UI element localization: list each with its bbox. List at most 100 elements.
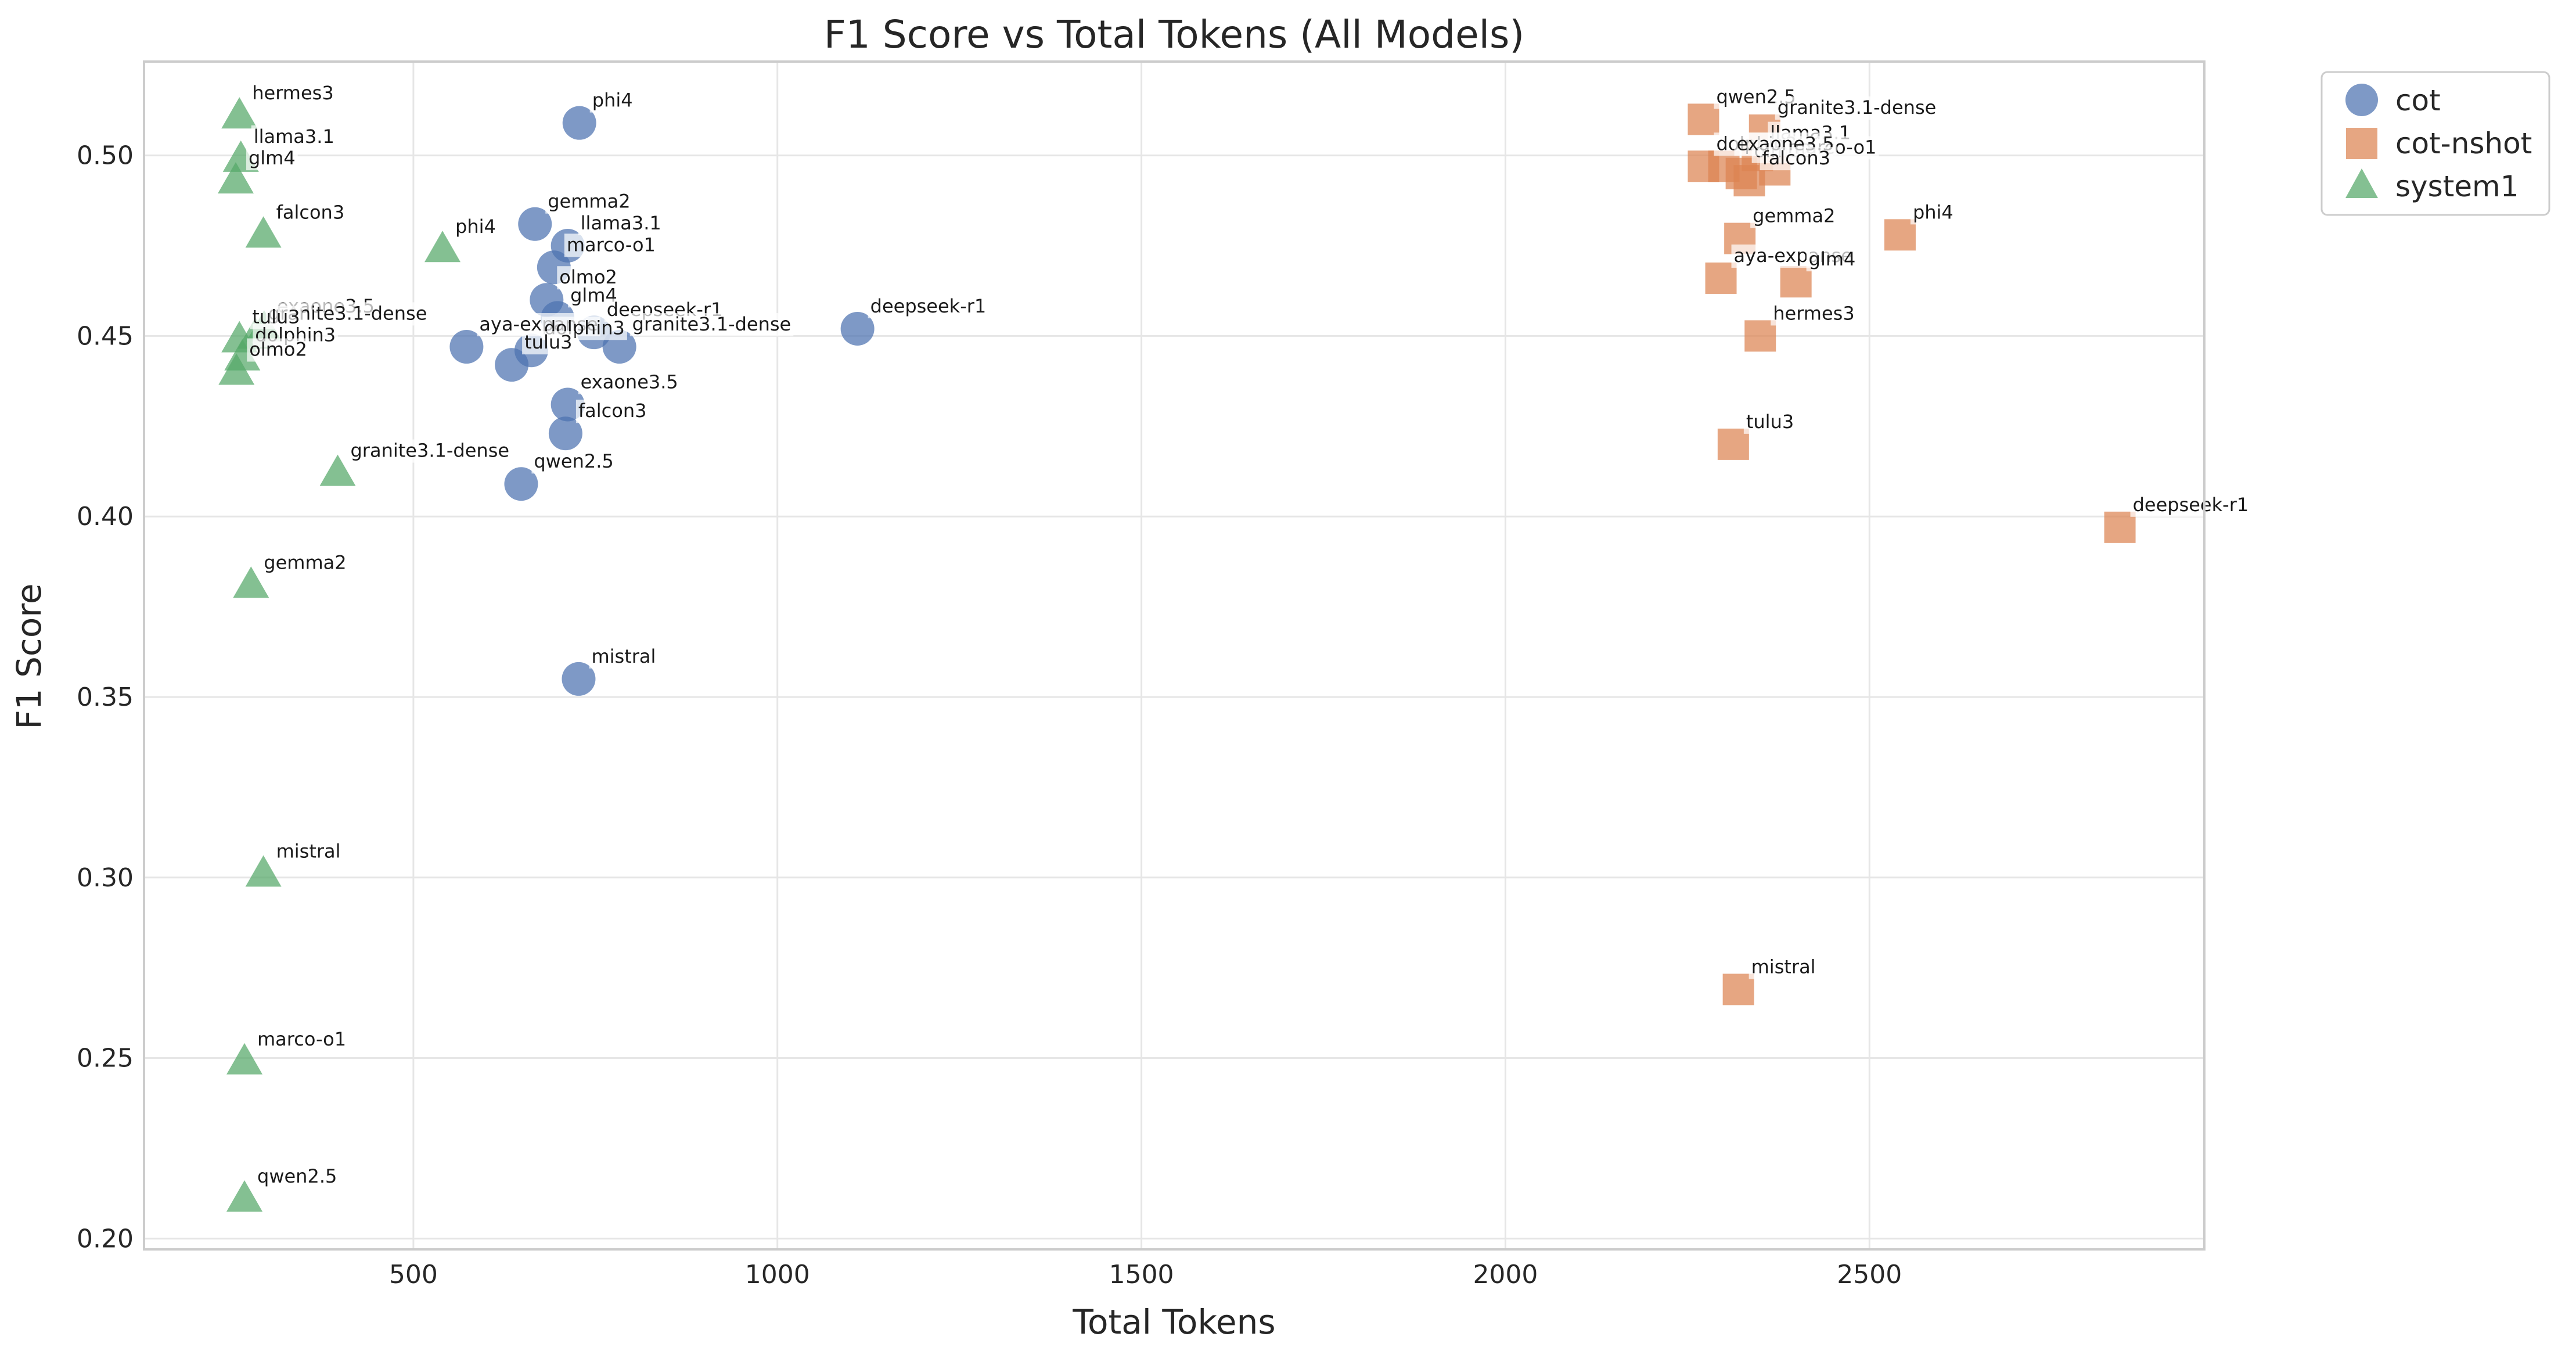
point-cot-falcon3	[548, 416, 582, 451]
x-tick-label: 2000	[1473, 1260, 1538, 1289]
annotation-background	[1910, 201, 1956, 225]
point-cot-phi4	[562, 106, 596, 140]
point-system1-falcon3	[245, 216, 282, 248]
annotation-background	[251, 125, 337, 149]
x-gridlines	[412, 62, 1870, 1249]
annotation-background	[564, 233, 658, 257]
point-system1-hermes3	[221, 97, 258, 129]
y-tick-label: 0.25	[77, 1044, 134, 1073]
annotation-cot-llama3.1: llama3.1	[581, 212, 661, 234]
y-tick-label: 0.40	[77, 502, 134, 531]
annotation-cot-deepseek-r1: deepseek-r1	[870, 295, 987, 317]
plot-frame	[143, 60, 2206, 1251]
x-tick-label: 1500	[1109, 1260, 1174, 1289]
point-cot-mistral	[562, 662, 596, 696]
annotation-background	[589, 89, 635, 113]
annotation-background	[1775, 96, 1939, 120]
annotation-background	[255, 1028, 349, 1051]
annotation-cot-phi4: phi4	[592, 89, 633, 112]
y-tick-label: 0.45	[77, 321, 134, 351]
legend-frame	[2320, 71, 2550, 216]
point-cot-qwen2.5	[504, 467, 538, 501]
point-system1-olmo2	[218, 353, 255, 385]
legend-entry-cot-nshot: cot-nshot	[2346, 127, 2532, 160]
legend: cot cot-nshot system1	[2320, 71, 2550, 216]
annotation-background	[247, 338, 310, 362]
x-tick-label: 2500	[1837, 1260, 1902, 1289]
annotation-system1-mistral: mistral	[276, 840, 341, 863]
point-system1-gemma2	[233, 566, 269, 598]
legend-marker-system1	[2345, 168, 2378, 198]
annotation-background	[1771, 302, 1857, 326]
annotation-cot-exaone3.5: exaone3.5	[581, 371, 678, 393]
annotation-system1-granite3.1-dense: granite3.1-dense	[350, 440, 509, 462]
annotation-cot-tulu3: tulu3	[524, 331, 572, 353]
annotation-background	[1760, 147, 1833, 171]
legend-label-cot: cot	[2395, 84, 2441, 117]
annotation-system1-olmo2: olmo2	[249, 339, 307, 361]
annotation-background	[261, 551, 349, 575]
x-tick-label: 1000	[745, 1260, 810, 1289]
point-cot-aya-expanse	[449, 330, 484, 364]
annotation-cot-nshot-gemma2: gemma2	[1753, 205, 1835, 227]
chart-title: F1 Score vs Total Tokens (All Models)	[824, 12, 1524, 57]
point-system1-qwen2.5	[226, 1180, 263, 1212]
y-tick-label: 0.30	[77, 863, 134, 893]
annotation-background	[578, 371, 681, 394]
annotation-system1-gemma2: gemma2	[264, 551, 346, 573]
x-tick-labels: 500 1000 1500 2000 2500	[389, 1260, 1902, 1289]
y-axis-label: F1 Score	[9, 583, 49, 729]
annotation-background	[1748, 955, 1818, 979]
annotation-background	[274, 201, 347, 225]
point-system1-mistral	[245, 855, 282, 887]
annotation-background	[589, 645, 659, 669]
annotation-background	[2130, 493, 2251, 517]
point-cot-tulu3	[495, 348, 529, 382]
annotation-cot-granite3.1-dense: granite3.1-dense	[632, 313, 791, 335]
annotation-background	[274, 840, 343, 864]
point-cot-deepseek-r1	[840, 311, 875, 346]
legend-entry-cot: cot	[2345, 84, 2441, 117]
legend-marker-cot-nshot	[2346, 128, 2377, 159]
y-tick-labels: 0.20 0.25 0.30 0.35 0.40 0.45 0.50	[77, 141, 134, 1254]
legend-label-system1: system1	[2395, 170, 2519, 203]
annotation-cot-gemma2: gemma2	[548, 191, 630, 213]
y-tick-label: 0.50	[77, 141, 134, 171]
annotation-background	[246, 147, 298, 171]
annotation-background	[453, 215, 498, 239]
point-system1-phi4	[424, 231, 461, 263]
annotation-background	[531, 450, 616, 474]
annotation-background	[348, 439, 512, 463]
annotation-cot-nshot-granite3.1-dense: granite3.1-dense	[1778, 96, 1937, 118]
annotation-background	[522, 331, 575, 355]
annotation-system1-glm4: glm4	[249, 147, 296, 169]
annotation-cot-nshot-deepseek-r1: deepseek-r1	[2133, 494, 2249, 516]
annotation-cot-nshot-phi4: phi4	[1913, 201, 1953, 223]
annotation-background	[545, 190, 633, 214]
point-system1-granite3.1-dense	[319, 454, 356, 486]
annotation-cot-falcon3: falcon3	[578, 400, 647, 422]
annotation-system1-hermes3: hermes3	[252, 82, 333, 104]
plot-area	[144, 62, 2204, 1249]
annotation-background	[250, 82, 336, 106]
annotation-cot-mistral: mistral	[591, 645, 656, 667]
annotation-background	[868, 294, 989, 318]
annotation-cot-qwen2.5: qwen2.5	[534, 450, 613, 472]
annotation-background	[255, 1165, 340, 1188]
annotation-cot-nshot-falcon3: falcon3	[1762, 147, 1830, 169]
y-tick-label: 0.20	[77, 1224, 134, 1253]
legend-marker-cot	[2345, 84, 2378, 116]
point-cot-gemma2	[518, 207, 552, 241]
annotation-cot-nshot-mistral: mistral	[1751, 955, 1816, 978]
point-system1-glm4	[217, 162, 254, 194]
annotation-cot-nshot-tulu3: tulu3	[1746, 411, 1794, 433]
y-tick-label: 0.35	[77, 682, 134, 712]
annotation-background	[629, 313, 794, 337]
x-axis-label: Total Tokens	[1072, 1302, 1275, 1342]
y-gridlines	[144, 155, 2204, 1240]
annotation-background	[1750, 204, 1838, 228]
annotation-background	[578, 212, 664, 236]
x-tick-label: 500	[389, 1260, 438, 1289]
